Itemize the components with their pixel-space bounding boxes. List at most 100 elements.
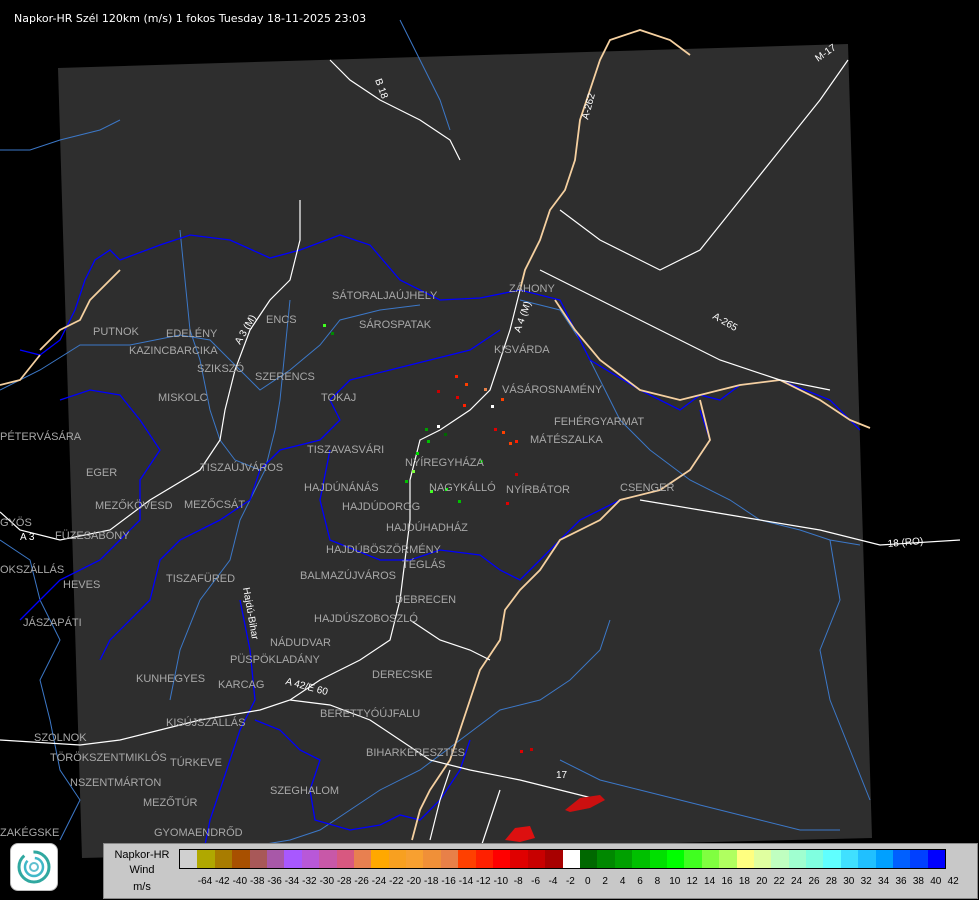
legend-swatch xyxy=(249,850,267,868)
legend-swatch xyxy=(406,850,424,868)
city-label: HEVES xyxy=(63,579,100,591)
city-label: NSZENTMÁRTON xyxy=(70,776,161,789)
legend-swatch xyxy=(632,850,650,868)
city-label: HAJDÚNÁNÁS xyxy=(304,481,379,494)
legend-swatch xyxy=(684,850,702,868)
radar-echo-pixel xyxy=(509,442,512,445)
radar-echo-pixel xyxy=(530,748,533,751)
legend-swatch xyxy=(319,850,337,868)
radar-echo-pixel xyxy=(405,480,408,483)
radar-echo-pixel xyxy=(323,324,326,327)
city-label: DERECSKE xyxy=(372,669,433,681)
legend-title-product: Napkor-HR xyxy=(114,849,170,861)
legend-label: -12 xyxy=(476,876,491,887)
legend-label: -2 xyxy=(565,876,575,887)
radar-echo-pixel xyxy=(515,473,518,476)
legend-swatch xyxy=(701,850,720,868)
city-label: TISZAVASVÁRI xyxy=(307,443,384,456)
city-label: TISZAFÜRED xyxy=(166,573,235,585)
radar-echo-pixel xyxy=(437,390,440,393)
legend-swatch xyxy=(388,850,407,868)
radar-echo-pixel xyxy=(494,428,497,431)
legend-swatch xyxy=(266,850,285,868)
city-label: MEZŐKÖVESD xyxy=(95,498,173,512)
radar-echo-pixel xyxy=(427,440,430,443)
legend-label: 4 xyxy=(619,876,626,887)
city-label: MEZŐCSÁT xyxy=(184,497,245,511)
radar-echo-cluster xyxy=(505,826,535,842)
legend-label: 30 xyxy=(843,876,855,887)
city-label: MÁTÉSZALKA xyxy=(530,433,603,446)
legend-label: 18 xyxy=(738,876,750,887)
legend-swatch xyxy=(214,850,233,868)
swirl-logo-icon xyxy=(17,850,51,884)
legend-label: -4 xyxy=(548,876,558,887)
city-label: TÚRKEVE xyxy=(170,756,222,769)
road-label: A 3 xyxy=(20,532,35,543)
radar-echo-cluster xyxy=(565,795,605,812)
legend-label: 38 xyxy=(912,876,924,887)
radar-echo-pixel xyxy=(412,470,415,473)
legend-swatch xyxy=(562,850,580,868)
legend-swatch xyxy=(806,850,824,868)
radar-echo-pixel xyxy=(515,440,518,443)
radar-echo-pixel xyxy=(501,398,504,401)
city-label: HAJDÚHADHÁZ xyxy=(386,521,468,534)
legend-label: -36 xyxy=(267,876,282,887)
legend-label: 6 xyxy=(637,876,643,887)
legend-label: -30 xyxy=(319,876,335,887)
legend-label: -20 xyxy=(406,876,422,887)
city-label: OKSZÁLLÁS xyxy=(0,563,64,576)
radar-echo-pixel xyxy=(416,452,419,455)
legend-label: 8 xyxy=(654,876,661,887)
legend-swatch xyxy=(614,850,633,868)
legend-swatch xyxy=(336,850,354,868)
legend-swatch xyxy=(545,850,563,868)
legend-swatch xyxy=(893,850,911,868)
roads xyxy=(0,59,961,851)
legend-swatch xyxy=(875,850,894,868)
legend-swatch xyxy=(458,850,476,868)
radar-echo-pixel xyxy=(484,388,487,391)
legend-label: 12 xyxy=(686,876,698,887)
radar-coverage-area xyxy=(58,44,872,858)
legend-swatch xyxy=(353,850,372,868)
legend-swatch xyxy=(423,850,441,868)
legend-swatch xyxy=(788,850,807,868)
radar-echo-pixel xyxy=(437,425,440,428)
radar-echo-pixel xyxy=(465,383,468,386)
city-label: JÁSZAPÁTI xyxy=(23,616,82,629)
city-label: BERETTYÓÚJFALU xyxy=(320,707,420,720)
city-label: SÁROSPATAK xyxy=(359,318,432,331)
radar-echo-pixel xyxy=(480,460,483,463)
city-label: CSENGER xyxy=(620,482,674,494)
city-label: TÉGLÁS xyxy=(402,558,445,571)
legend-label: -26 xyxy=(354,876,369,887)
radar-echo-pixel xyxy=(430,490,433,493)
wind-color-legend: Napkor-HR Wind m/s -64 -42 -40 -38 -36 -34 -32… xyxy=(103,843,978,899)
legend-label: 16 xyxy=(721,876,733,887)
legend-swatch xyxy=(649,850,667,868)
legend-swatch xyxy=(371,850,389,868)
legend-labels: -64 -42 -40 -38 -36 -34 -32 -30 -28 -26 -24 -22 -20-… xyxy=(179,876,979,890)
legend-swatch xyxy=(736,850,754,868)
city-label: KISVÁRDA xyxy=(494,343,550,356)
legend-swatches xyxy=(179,849,947,869)
legend-swatch xyxy=(771,850,789,868)
legend-label: 36 xyxy=(895,876,907,887)
map-title: Napkor-HR Szél 120km (m/s) 1 fokos Tuesd… xyxy=(14,12,367,25)
legend-swatch xyxy=(197,850,215,868)
city-label: NYÍREGYHÁZA xyxy=(405,456,485,469)
city-label: MEZŐTÚR xyxy=(143,795,197,809)
legend-swatch xyxy=(840,850,859,868)
legend-swatch xyxy=(753,850,772,868)
city-label: FÜZESABONY xyxy=(55,530,130,542)
legend-label: 20 xyxy=(756,876,768,887)
city-label: ENCS xyxy=(266,314,297,326)
legend-swatch xyxy=(666,850,685,868)
legend-swatch xyxy=(823,850,841,868)
radar-echo-pixel xyxy=(444,433,447,436)
road-label: 18 (RO) xyxy=(887,536,923,550)
legend-label: -10 xyxy=(493,876,509,887)
city-labels: SÁTORALJAÚJHELY SÁROSPATAK ZÁHONY KISVÁRDA V… xyxy=(0,282,674,839)
